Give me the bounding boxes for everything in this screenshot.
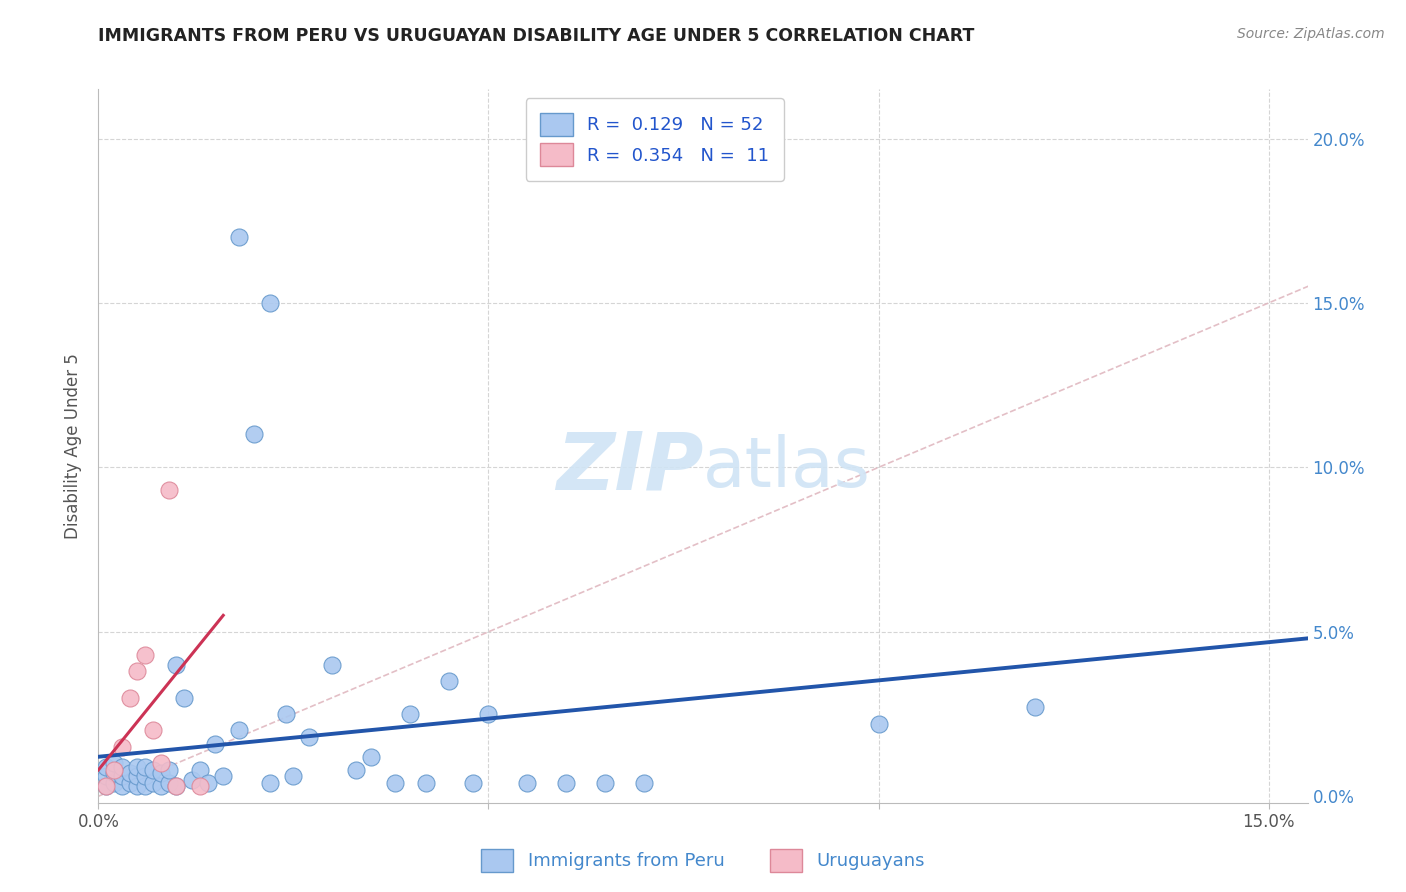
Point [283, 770, 305, 784]
Point [103, 766, 125, 780]
Point [118, 776, 141, 790]
Point [127, 770, 149, 784]
Point [103, 756, 125, 771]
Point [595, 776, 617, 790]
Point [212, 770, 235, 784]
Point [127, 665, 149, 679]
Point [173, 690, 195, 705]
Point [149, 756, 172, 771]
Point [321, 657, 343, 672]
Point [181, 772, 204, 787]
Point [118, 766, 141, 780]
Point [259, 776, 281, 790]
Point [228, 230, 250, 244]
Point [633, 776, 655, 790]
Point [274, 706, 297, 721]
Point [157, 483, 180, 498]
Point [516, 776, 538, 790]
Point [111, 780, 134, 794]
Point [134, 759, 156, 773]
Point [399, 706, 422, 721]
Point [96, 780, 118, 794]
Point [142, 763, 165, 777]
Point [142, 723, 165, 738]
Point [197, 776, 219, 790]
Point [461, 776, 484, 790]
Point [157, 776, 180, 790]
Point [157, 763, 180, 777]
Point [149, 766, 172, 780]
Text: IMMIGRANTS FROM PERU VS URUGUAYAN DISABILITY AGE UNDER 5 CORRELATION CHART: IMMIGRANTS FROM PERU VS URUGUAYAN DISABI… [98, 27, 974, 45]
Point [165, 780, 187, 794]
Point [360, 749, 382, 764]
Point [384, 776, 406, 790]
Text: Source: ZipAtlas.com: Source: ZipAtlas.com [1237, 27, 1385, 41]
Point [1024, 700, 1046, 714]
Point [298, 730, 321, 744]
Point [96, 759, 118, 773]
Point [111, 739, 134, 754]
Point [127, 780, 149, 794]
Point [103, 763, 125, 777]
Text: atlas: atlas [703, 434, 870, 501]
Point [477, 706, 499, 721]
Point [142, 776, 165, 790]
Point [103, 776, 125, 790]
Point [259, 296, 281, 310]
Point [111, 759, 134, 773]
Point [118, 690, 141, 705]
Point [134, 648, 156, 662]
Point [344, 763, 367, 777]
Text: ZIP: ZIP [555, 428, 703, 507]
Point [439, 674, 461, 689]
Point [165, 780, 187, 794]
Point [134, 780, 156, 794]
Point [868, 717, 890, 731]
Point [188, 780, 211, 794]
Point [415, 776, 437, 790]
Point [228, 723, 250, 738]
Legend: Immigrants from Peru, Uruguayans: Immigrants from Peru, Uruguayans [474, 842, 932, 880]
Point [165, 657, 187, 672]
Point [149, 780, 172, 794]
Point [96, 770, 118, 784]
Y-axis label: Disability Age Under 5: Disability Age Under 5 [65, 353, 83, 539]
Point [188, 763, 211, 777]
Point [127, 759, 149, 773]
Point [96, 780, 118, 794]
Point [134, 770, 156, 784]
Point [555, 776, 578, 790]
Point [204, 737, 226, 751]
Point [243, 427, 266, 442]
Point [111, 770, 134, 784]
